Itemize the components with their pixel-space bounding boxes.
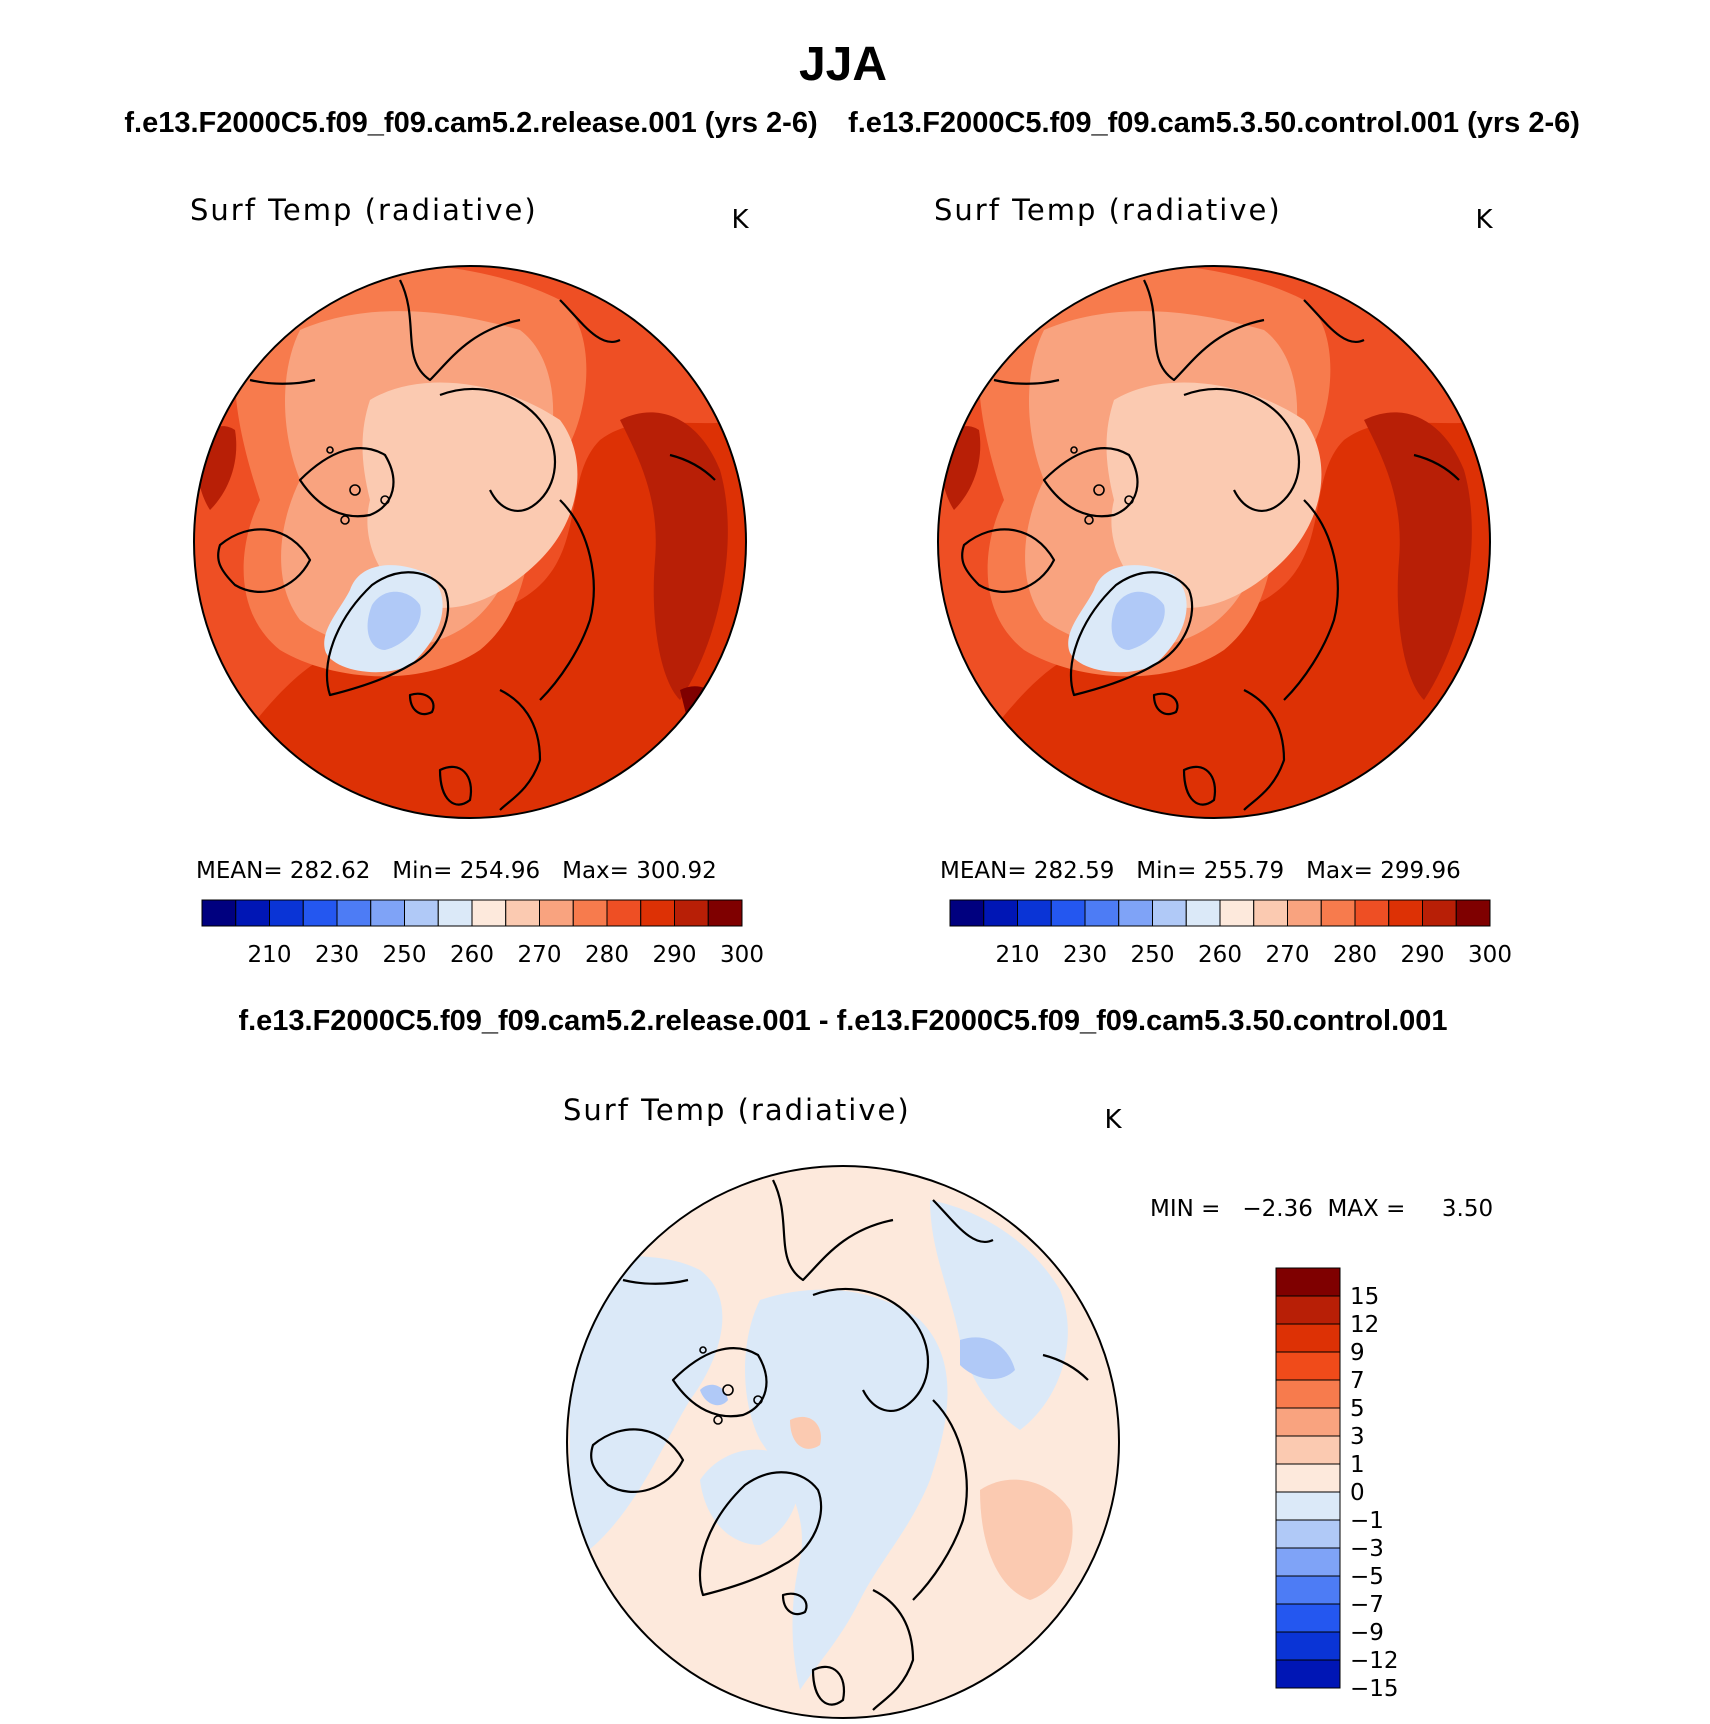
case2-units-label: K xyxy=(1475,205,1493,235)
case1-colorbar-tick-label: 280 xyxy=(585,942,629,968)
case2-colorbar-tick-label: 210 xyxy=(996,942,1040,968)
case2-colorbar-swatch xyxy=(1287,899,1322,927)
case1-colorbar-swatch xyxy=(674,899,709,927)
case1-colorbar-swatch xyxy=(235,899,270,927)
diff-colorbar-tick-label: −5 xyxy=(1350,1564,1384,1590)
diff-colorbar-tick-label: −1 xyxy=(1350,1508,1384,1534)
case2-colorbar-tick-label: 270 xyxy=(1266,942,1310,968)
case1-colorbar-swatch xyxy=(572,899,608,927)
diff-colorbar-tick-label: −15 xyxy=(1350,1676,1399,1702)
case2-colorbar-swatch xyxy=(1219,899,1255,927)
case1-colorbar-tick-label: 260 xyxy=(450,942,494,968)
case1-colorbar-swatch xyxy=(505,899,540,927)
case1-colorbar-tick-label: 290 xyxy=(653,942,697,968)
diff-colorbar-swatch xyxy=(1275,1267,1341,1297)
case2-colorbar-swatch xyxy=(1354,899,1390,927)
case2-colorbar-swatch xyxy=(1017,899,1052,927)
diff-colorbar-swatch xyxy=(1275,1295,1341,1325)
case2-colorbar-swatch xyxy=(983,899,1018,927)
case2-colorbar: 210 230 250 260 270 280 290 300 xyxy=(949,899,1512,968)
case1-colorbar-swatch xyxy=(201,899,237,927)
diff-colorbar-swatch xyxy=(1275,1463,1341,1493)
diff-colorbar-swatch xyxy=(1275,1659,1341,1689)
case2-polar-map xyxy=(937,265,1491,819)
case2-variable-label: Surf Temp (radiative) xyxy=(934,193,1282,227)
diff-colorbar-swatch xyxy=(1275,1631,1341,1661)
case2-subtitle: f.e13.F2000C5.f09_f09.cam5.3.50.control.… xyxy=(848,107,1580,139)
case2-colorbar-swatch xyxy=(1050,899,1086,927)
diff-colorbar-tick-label: −3 xyxy=(1350,1536,1384,1562)
case1-colorbar-swatch xyxy=(404,899,439,927)
diff-colorbar-tick-label: 15 xyxy=(1350,1284,1379,1310)
diff-colorbar-swatch xyxy=(1275,1407,1341,1437)
case2-colorbar-tick-label: 300 xyxy=(1468,942,1512,968)
diff-colorbar-tick-label: −12 xyxy=(1350,1648,1399,1674)
case2-colorbar-swatch xyxy=(1185,899,1221,927)
case1-units-label: K xyxy=(731,205,749,235)
case1-colorbar-tick-label: 300 xyxy=(720,942,764,968)
diff-colorbar-swatch xyxy=(1275,1519,1341,1549)
case1-colorbar-swatch xyxy=(302,899,338,927)
case1-colorbar-swatch xyxy=(336,899,372,927)
case1-colorbar-tick-label: 270 xyxy=(518,942,562,968)
case2-stats: MEAN= 282.59 Min= 255.79 Max= 299.96 xyxy=(940,858,1461,884)
diff-colorbar-tick-label: 5 xyxy=(1350,1396,1365,1422)
diff-colorbar-tick-label: 3 xyxy=(1350,1424,1365,1450)
case2-colorbar-swatch xyxy=(1455,899,1491,927)
diff-colorbar-swatch xyxy=(1275,1547,1341,1577)
diff-colorbar-tick-label: 7 xyxy=(1350,1368,1365,1394)
case1-colorbar-tick-label: 230 xyxy=(315,942,359,968)
case2-colorbar-swatch xyxy=(1320,899,1356,927)
case2-colorbar-tick-label: 250 xyxy=(1131,942,1175,968)
case1-colorbar-swatch xyxy=(640,899,675,927)
page-title: JJA xyxy=(799,38,887,91)
case2-colorbar-tick-label: 290 xyxy=(1401,942,1445,968)
case1-colorbar-swatch xyxy=(437,899,473,927)
diff-colorbar-swatch xyxy=(1275,1323,1341,1353)
case1-colorbar-tick-label: 210 xyxy=(248,942,292,968)
diff-colorbar-swatch xyxy=(1275,1603,1341,1633)
diff-minmax: MIN = −2.36 MAX = 3.50 xyxy=(1150,1196,1493,1222)
case1-colorbar-swatch xyxy=(269,899,304,927)
diff-variable-label: Surf Temp (radiative) xyxy=(563,1093,911,1127)
case2-colorbar-swatch xyxy=(1388,899,1423,927)
diff-colorbar-tick-label: 12 xyxy=(1350,1312,1379,1338)
case2-colorbar-swatch xyxy=(1152,899,1187,927)
diff-polar-map xyxy=(566,1165,1120,1719)
case2-colorbar-swatch xyxy=(1084,899,1120,927)
diff-colorbar-swatch xyxy=(1275,1351,1341,1381)
diff-title: f.e13.F2000C5.f09_f09.cam5.2.release.001… xyxy=(238,1005,1447,1037)
case2-colorbar-swatch xyxy=(1422,899,1457,927)
case1-colorbar-swatch xyxy=(539,899,574,927)
case1-variable-label: Surf Temp (radiative) xyxy=(190,193,538,227)
diff-colorbar-tick-label: 9 xyxy=(1350,1340,1365,1366)
case1-colorbar: 210 230 250 260 270 280 290 300 xyxy=(201,899,764,968)
diff-colorbar-swatch xyxy=(1275,1491,1341,1521)
case1-colorbar-tick-label: 250 xyxy=(383,942,427,968)
case1-colorbar-swatch xyxy=(370,899,405,927)
case2-colorbar-swatch xyxy=(1118,899,1153,927)
case2-colorbar-tick-label: 230 xyxy=(1063,942,1107,968)
diff-colorbar-swatch xyxy=(1275,1435,1341,1465)
case1-colorbar-swatch xyxy=(606,899,642,927)
case1-colorbar-swatch xyxy=(471,899,507,927)
case2-colorbar-swatch xyxy=(1253,899,1288,927)
case1-subtitle: f.e13.F2000C5.f09_f09.cam5.2.release.001… xyxy=(124,107,817,139)
case2-colorbar-tick-label: 260 xyxy=(1198,942,1242,968)
case1-stats: MEAN= 282.62 Min= 254.96 Max= 300.92 xyxy=(196,858,717,884)
case1-polar-map xyxy=(193,265,747,819)
diff-colorbar-tick-label: 1 xyxy=(1350,1452,1365,1478)
diff-colorbar-tick-label: −7 xyxy=(1350,1592,1384,1618)
diff-units-label: K xyxy=(1104,1105,1122,1135)
case2-colorbar-tick-label: 280 xyxy=(1333,942,1377,968)
case1-colorbar-swatch xyxy=(707,899,743,927)
case2-colorbar-swatch xyxy=(949,899,985,927)
diff-colorbar-tick-label: 0 xyxy=(1350,1480,1365,1506)
diff-colorbar-tick-label: −9 xyxy=(1350,1620,1384,1646)
diff-colorbar-swatch xyxy=(1275,1575,1341,1605)
diff-colorbar-swatch xyxy=(1275,1379,1341,1409)
